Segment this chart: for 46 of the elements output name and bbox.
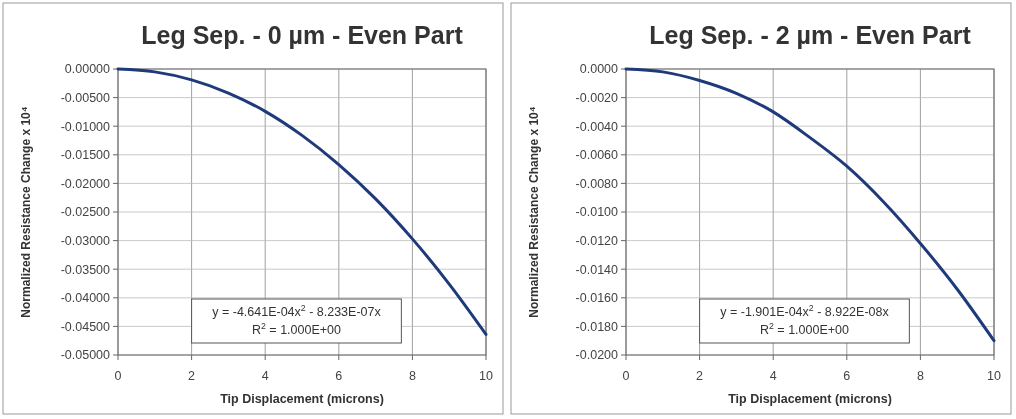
annotation: y = -4.641E-04x$^{2}$ - 8.233E-07x xyxy=(212,303,382,319)
x-tick-label: 0 xyxy=(114,369,122,383)
chart-title: Leg Sep. - 2 µm - Even Part xyxy=(649,21,972,49)
y-tick-label: 0.00000 xyxy=(64,62,111,77)
y-axis-title: Normalized Resistance Change x 10⁴ xyxy=(19,106,33,318)
y-tick-label: -0.0180 xyxy=(575,319,619,334)
y-tick-label: -0.00500 xyxy=(60,90,111,105)
x-axis-title: Tip Displacement (microns) xyxy=(220,392,384,406)
y-tick-label: -0.0140 xyxy=(575,262,619,277)
y-tick-label: -0.04500 xyxy=(60,319,111,334)
y-tick-label: -0.0100 xyxy=(575,205,619,220)
x-tick-label: 4 xyxy=(261,369,269,383)
annotation: y = -1.901E-04x$^{2}$ - 8.922E-08x xyxy=(720,303,890,319)
y-tick-label: -0.0020 xyxy=(575,90,619,105)
y-tick-label: -0.0120 xyxy=(575,233,619,248)
x-tick-label: 6 xyxy=(335,369,343,383)
y-tick-label: 0.0000 xyxy=(579,62,619,77)
y-tick-label: -0.01000 xyxy=(60,119,111,134)
y-axis-title: Normalized Resistance Change x 10⁴ xyxy=(527,106,541,318)
x-tick-label: 2 xyxy=(696,369,704,383)
x-tick-label: 8 xyxy=(916,369,924,383)
x-tick-label: 6 xyxy=(843,369,851,383)
x-tick-label: 4 xyxy=(769,369,777,383)
x-axis-title: Tip Displacement (microns) xyxy=(728,392,892,406)
x-tick-label: 10 xyxy=(479,369,493,383)
line-series xyxy=(624,67,996,343)
y-tick-label: -0.02000 xyxy=(60,176,111,191)
x-tick-label: 8 xyxy=(408,369,416,383)
x-tick-label: 0 xyxy=(622,369,630,383)
annotation: R$^{2}$ = 1.000E+00 xyxy=(251,321,342,337)
annotation: R$^{2}$ = 1.000E+00 xyxy=(759,321,850,337)
y-tick-label: -0.0200 xyxy=(575,348,619,363)
chart-title: Leg Sep. - 0 µm - Even Part xyxy=(141,21,464,49)
y-tick-label: -0.03500 xyxy=(60,262,111,277)
y-tick-label: -0.0080 xyxy=(575,176,619,191)
x-tick-label: 2 xyxy=(188,369,196,383)
x-tick-label: 10 xyxy=(987,369,1001,383)
y-tick-label: -0.01500 xyxy=(60,148,111,163)
y-tick-label: -0.02500 xyxy=(60,205,111,220)
y-tick-label: -0.0040 xyxy=(575,119,619,134)
y-tick-label: -0.04000 xyxy=(60,291,111,306)
y-tick-label: -0.03000 xyxy=(60,233,111,248)
y-tick-label: -0.0060 xyxy=(575,148,619,163)
line-series xyxy=(116,67,488,336)
y-tick-label: -0.05000 xyxy=(60,348,111,363)
y-tick-label: -0.0160 xyxy=(575,291,619,306)
